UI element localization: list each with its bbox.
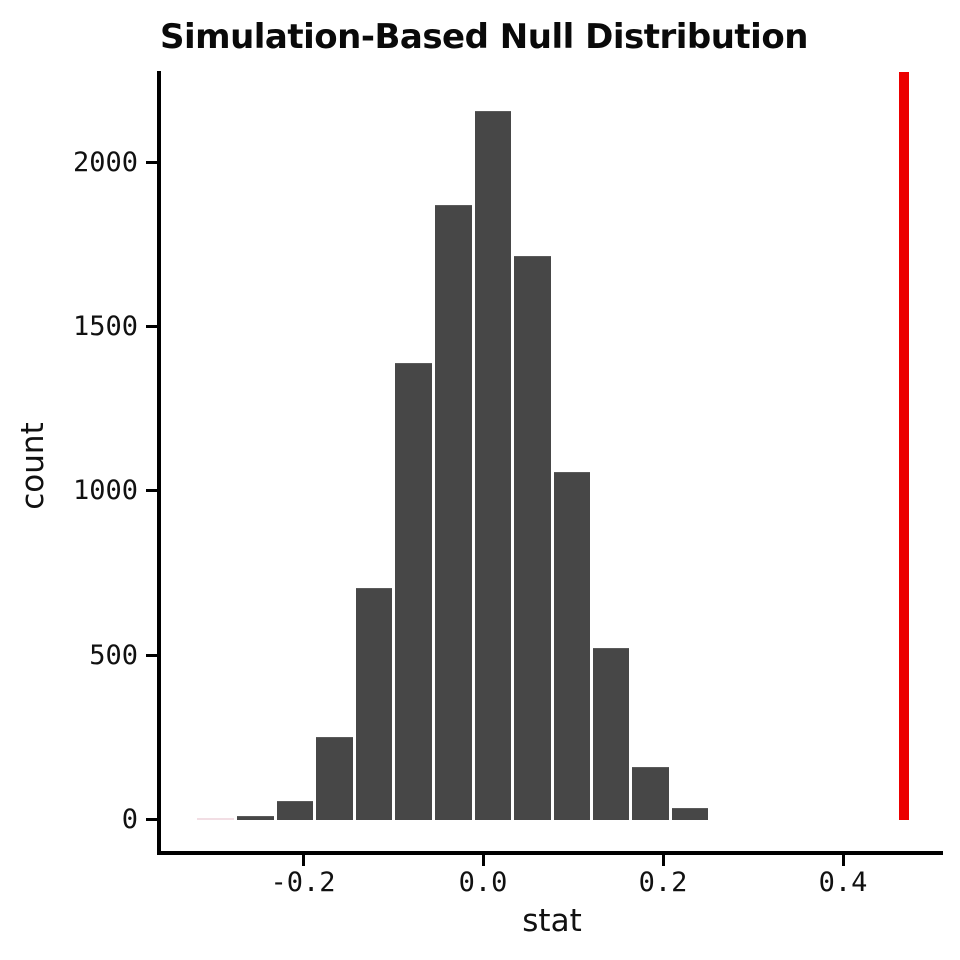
histogram-bar [276, 801, 314, 821]
histogram-bar [237, 815, 274, 821]
x-tick-label: 0.4 [818, 867, 868, 898]
histogram-bar [592, 647, 630, 821]
x-tick-mark [481, 855, 485, 866]
y-tick-mark [146, 160, 157, 164]
x-axis-line [157, 851, 943, 855]
histogram-bar [514, 256, 551, 821]
x-tick-label: -0.2 [270, 867, 336, 898]
y-tick-mark [146, 818, 157, 821]
y-tick-label: 1000 [72, 475, 138, 507]
x-tick-label: 0.2 [638, 867, 688, 898]
y-tick-mark [146, 325, 157, 328]
x-tick-mark [661, 855, 665, 866]
chart-title: Simulation-Based Null Distribution [160, 17, 808, 57]
y-tick-label: 500 [89, 639, 138, 671]
histogram-bar [632, 766, 669, 821]
x-tick-label: 0.0 [458, 867, 508, 898]
x-tick-mark [841, 855, 845, 866]
histogram-bar [474, 111, 512, 821]
y-tick-mark [146, 653, 157, 657]
histogram-bar [435, 205, 472, 821]
histogram-bar [316, 737, 353, 821]
histogram-bar [553, 472, 591, 821]
y-tick-label: 0 [121, 804, 138, 835]
y-tick-label: 1500 [72, 311, 138, 342]
histogram-bar [395, 362, 432, 821]
histogram-bar [671, 807, 709, 821]
y-axis-title: count [15, 422, 51, 510]
histogram-bar [197, 817, 234, 820]
x-tick-mark [301, 855, 305, 866]
histogram-bar [355, 588, 393, 821]
y-tick-label: 2000 [72, 146, 138, 178]
x-axis-title: stat [522, 903, 582, 939]
y-axis-line [157, 71, 161, 855]
observed-stat-line [899, 72, 910, 820]
y-tick-mark [146, 489, 157, 493]
